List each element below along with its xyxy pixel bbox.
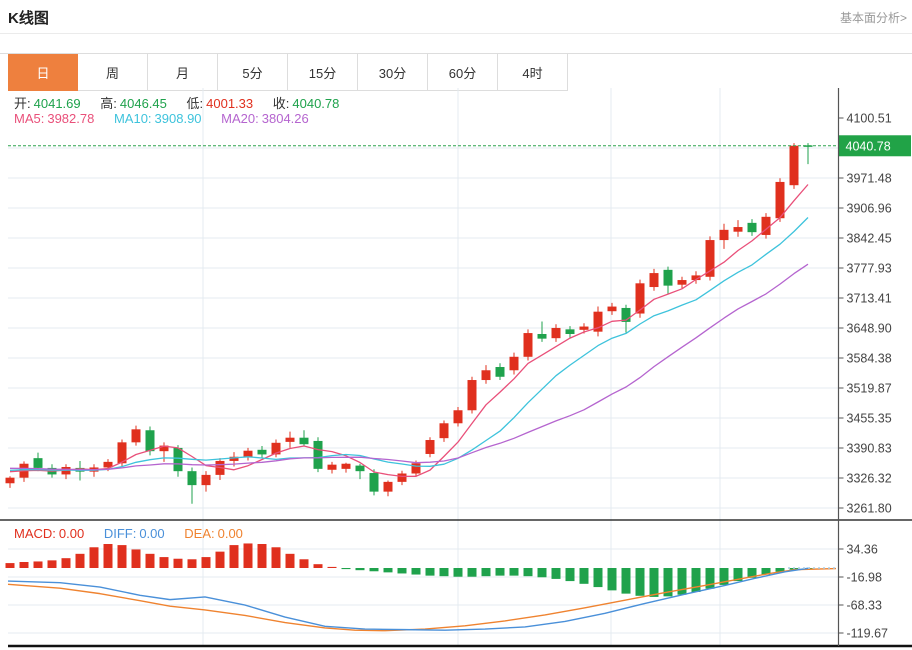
open-value: 4041.69 xyxy=(33,96,81,111)
candlestick-chart[interactable]: 4100.51 3971.48 3906.96 3842.45 3777.93 3713.… xyxy=(0,88,912,650)
tab-daily[interactable]: 日 xyxy=(8,54,78,91)
svg-text:4040.78: 4040.78 xyxy=(846,139,891,153)
svg-text:3971.48: 3971.48 xyxy=(847,172,892,186)
svg-text:-119.67: -119.67 xyxy=(847,627,889,641)
header-divider xyxy=(0,33,912,34)
svg-text:3261.80: 3261.80 xyxy=(847,502,892,516)
ma20-value: 3804.26 xyxy=(261,111,309,126)
svg-text:3777.93: 3777.93 xyxy=(847,262,892,276)
svg-text:3842.45: 3842.45 xyxy=(847,232,892,246)
svg-text:34.36: 34.36 xyxy=(847,543,878,557)
low-value: 4001.33 xyxy=(206,96,254,111)
tab-weekly[interactable]: 周 xyxy=(78,54,148,91)
svg-text:3519.87: 3519.87 xyxy=(847,382,892,396)
svg-text:3906.96: 3906.96 xyxy=(847,202,892,216)
svg-text:3713.41: 3713.41 xyxy=(847,292,892,306)
page-title: K线图 xyxy=(8,10,49,27)
diff-label: DIFF: xyxy=(103,526,137,541)
svg-text:3326.32: 3326.32 xyxy=(847,472,892,486)
ma-readout: MA5: 3982.78 MA10: 3908.90 MA20: 3804.26 xyxy=(14,111,312,126)
high-label: 高: xyxy=(100,96,117,111)
tab-5min[interactable]: 5分 xyxy=(218,54,288,91)
diff-value: 0.00 xyxy=(139,526,165,541)
tab-4hour[interactable]: 4时 xyxy=(498,54,568,91)
tab-monthly[interactable]: 月 xyxy=(148,54,218,91)
svg-text:3390.83: 3390.83 xyxy=(847,442,892,456)
svg-text:-16.98: -16.98 xyxy=(847,571,882,585)
dea-label: DEA: xyxy=(184,526,215,541)
period-tabs: 日 周 月 5分 15分 30分 60分 4时 xyxy=(8,54,568,91)
ma5-value: 3982.78 xyxy=(47,111,95,126)
ma10-label: MA10: xyxy=(113,111,152,126)
tab-30min[interactable]: 30分 xyxy=(358,54,428,91)
macd-value: 0.00 xyxy=(58,526,85,541)
svg-text:-68.33: -68.33 xyxy=(847,599,882,613)
ohlc-readout: 开: 4041.69 高: 4046.45 低: 4001.33 收: 4040.78 xyxy=(14,93,342,112)
dea-value: 0.00 xyxy=(217,526,243,541)
svg-text:3455.35: 3455.35 xyxy=(847,412,892,426)
svg-text:3584.38: 3584.38 xyxy=(847,352,892,366)
low-label: 低: xyxy=(186,96,204,111)
macd-readout: MACD: 0.00 DIFF: 0.00 DEA: 0.00 xyxy=(14,526,246,541)
ma20-label: MA20: xyxy=(221,111,259,126)
macd-label: MACD: xyxy=(14,526,56,541)
close-label: 收: xyxy=(272,96,290,111)
svg-text:3648.90: 3648.90 xyxy=(847,322,892,336)
ma10-value: 3908.90 xyxy=(154,111,202,126)
close-value: 4040.78 xyxy=(292,96,340,111)
svg-text:4100.51: 4100.51 xyxy=(847,112,892,126)
high-value: 4046.45 xyxy=(119,96,167,111)
tab-15min[interactable]: 15分 xyxy=(288,54,358,91)
open-label: 开: xyxy=(14,96,31,111)
tab-60min[interactable]: 60分 xyxy=(428,54,498,91)
fundamental-analysis-link[interactable]: 基本面分析> xyxy=(839,11,907,25)
period-tab-bar: 日 周 月 5分 15分 30分 60分 4时 xyxy=(0,53,912,91)
ma5-label: MA5: xyxy=(14,111,45,126)
